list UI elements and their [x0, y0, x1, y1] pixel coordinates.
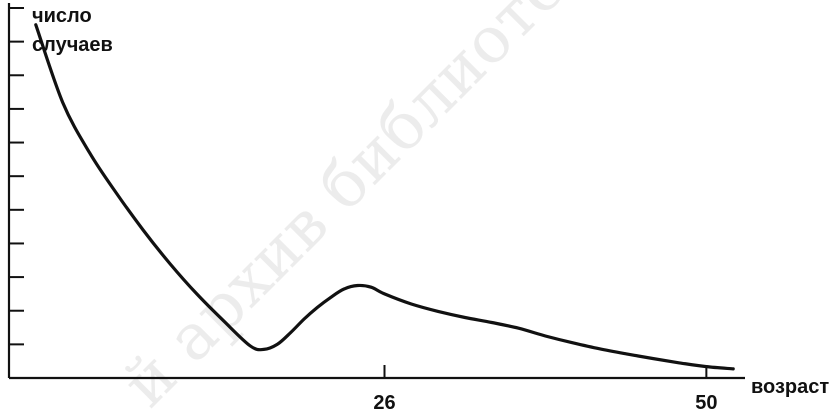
y-axis-label-line-1: случаев — [32, 34, 113, 56]
y-axis-label-line-0: число — [32, 5, 92, 27]
x-tick-label-1: 50 — [695, 392, 717, 414]
x-axis-label: возраст — [751, 376, 829, 398]
watermark-text: й архив библиотеки М — [109, 0, 699, 415]
series-line — [34, 23, 735, 371]
x-tick-label-0: 26 — [373, 392, 395, 414]
